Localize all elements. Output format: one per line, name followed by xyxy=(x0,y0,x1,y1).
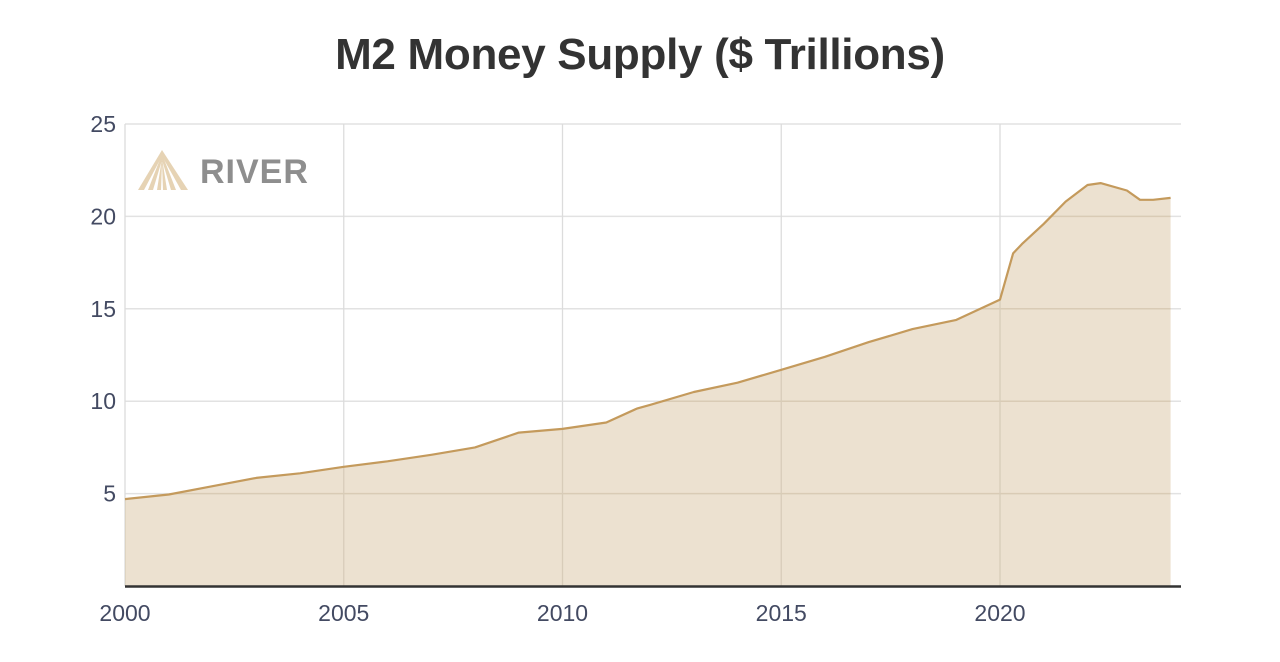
river-brand-text: RIVER xyxy=(200,153,309,191)
x-tick-label: 2005 xyxy=(318,600,369,626)
area-fill xyxy=(125,183,1171,586)
x-tick-label: 2000 xyxy=(99,600,150,626)
y-tick-label: 15 xyxy=(90,296,116,322)
y-tick-label: 25 xyxy=(90,111,116,137)
y-tick-label: 10 xyxy=(90,388,116,414)
y-tick-label: 5 xyxy=(103,481,116,507)
x-tick-label: 2015 xyxy=(756,600,807,626)
river-mountain-logo-icon xyxy=(138,150,188,190)
y-axis-ticks: 5 10 15 20 25 xyxy=(90,111,116,507)
chart-title: M2 Money Supply ($ Trillions) xyxy=(335,30,945,79)
y-tick-label: 20 xyxy=(90,203,116,229)
river-logo: RIVER xyxy=(138,150,309,191)
x-axis-ticks: 2000 2005 2010 2015 2020 xyxy=(99,600,1025,626)
x-tick-label: 2020 xyxy=(974,600,1025,626)
x-tick-label: 2010 xyxy=(537,600,588,626)
data-line xyxy=(124,182,1171,501)
